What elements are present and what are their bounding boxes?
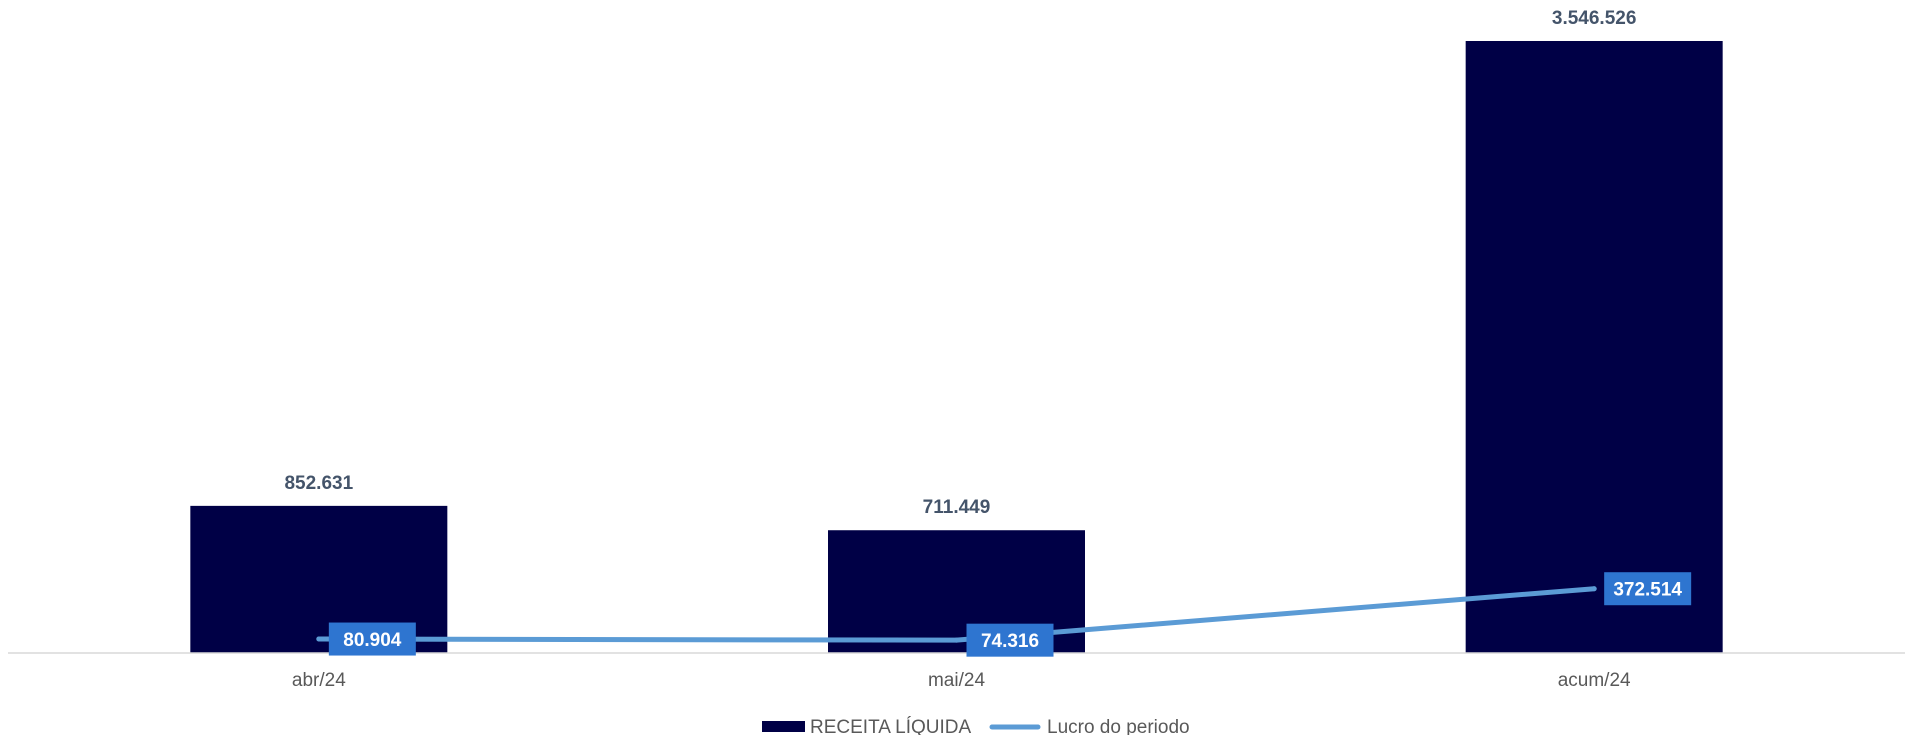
line-series: [316, 586, 1597, 643]
lucro-point: [954, 637, 959, 643]
lucro-point: [1591, 586, 1597, 592]
bar-data-labels: 852.631 711.449 3.546.526: [284, 8, 1636, 518]
bar-value-label: 711.449: [923, 497, 991, 518]
x-tick-label: mai/24: [928, 670, 985, 691]
lucro-label-box: [328, 622, 416, 656]
bar-acum/24: [1465, 41, 1723, 653]
x-axis-ticks: abr/24 mai/24 acum/24: [292, 670, 1631, 691]
x-tick-label: acum/24: [1558, 670, 1631, 691]
line-data-labels: 80.904 74.316 372.514: [328, 572, 1692, 657]
x-tick-label: abr/24: [292, 670, 346, 691]
legend-swatch-receita: [762, 721, 805, 732]
lucro-label-box: [1604, 572, 1692, 606]
lucro-point: [316, 636, 322, 642]
legend-label-lucro: Lucro do periodo: [1047, 717, 1190, 735]
lucro-value-label: 372.514: [1613, 580, 1682, 601]
lucro-value-label: 74.316: [981, 631, 1039, 652]
lucro-value-label: 80.904: [343, 630, 402, 651]
lucro-label-box: [966, 623, 1054, 657]
bar-series: [190, 41, 1723, 653]
legend-label-receita: RECEITA LÍQUIDA: [810, 717, 972, 735]
bar-value-label: 3.546.526: [1552, 8, 1637, 29]
legend: RECEITA LÍQUIDA Lucro do periodo: [762, 717, 1190, 735]
bar-value-label: 852.631: [284, 473, 353, 494]
